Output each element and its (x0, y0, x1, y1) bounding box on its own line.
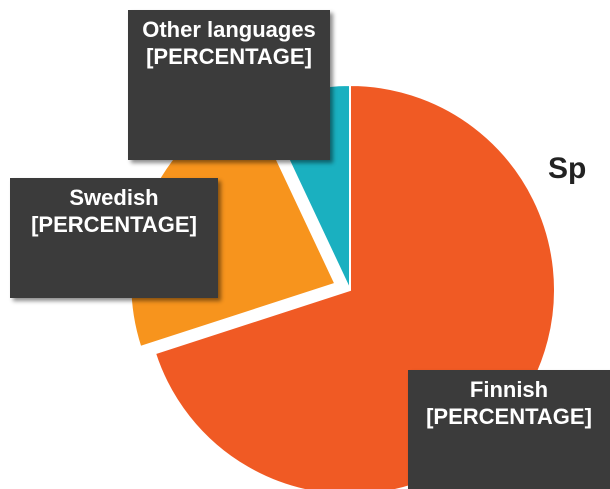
data-label: Finnish [PERCENTAGE] (408, 370, 610, 489)
category-label: Swedish (69, 185, 159, 210)
category-label: Other languages (142, 17, 316, 42)
value-label: [PERCENTAGE] (31, 212, 197, 237)
category-label: Finnish (469, 377, 549, 402)
value-label: [PERCENTAGE] (426, 404, 592, 429)
data-label: Swedish [PERCENTAGE] (10, 178, 218, 298)
value-label: [PERCENTAGE] (146, 44, 312, 69)
data-label: Other languages [PERCENTAGE] (128, 10, 330, 160)
chart-title: Sp (548, 152, 587, 185)
